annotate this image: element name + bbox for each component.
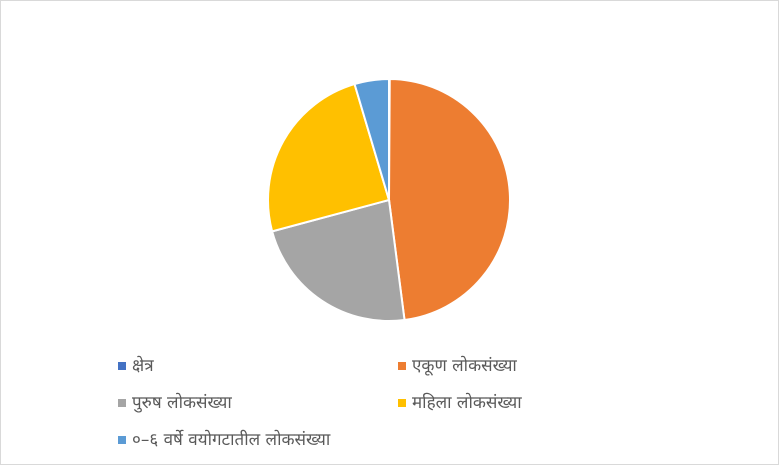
pie-slice (270, 198, 406, 322)
legend-label: पुरुष लोकसंख्या (132, 392, 232, 413)
legend-marker (118, 399, 126, 407)
legend-label: एकूण लोकसंख्या (412, 355, 517, 376)
pie-slice (353, 77, 390, 201)
legend-marker (398, 362, 406, 370)
legend-label: ०–६ वर्षे वयोगटातील लोकसंख्या (132, 429, 331, 450)
pie-slice (387, 77, 511, 322)
pie-slice (267, 82, 391, 233)
legend-label: महिला लोकसंख्या (412, 392, 522, 413)
legend-marker (398, 399, 406, 407)
legend-marker (118, 362, 126, 370)
legend-label: क्षेत्र (132, 355, 154, 376)
legend-marker (118, 436, 126, 444)
